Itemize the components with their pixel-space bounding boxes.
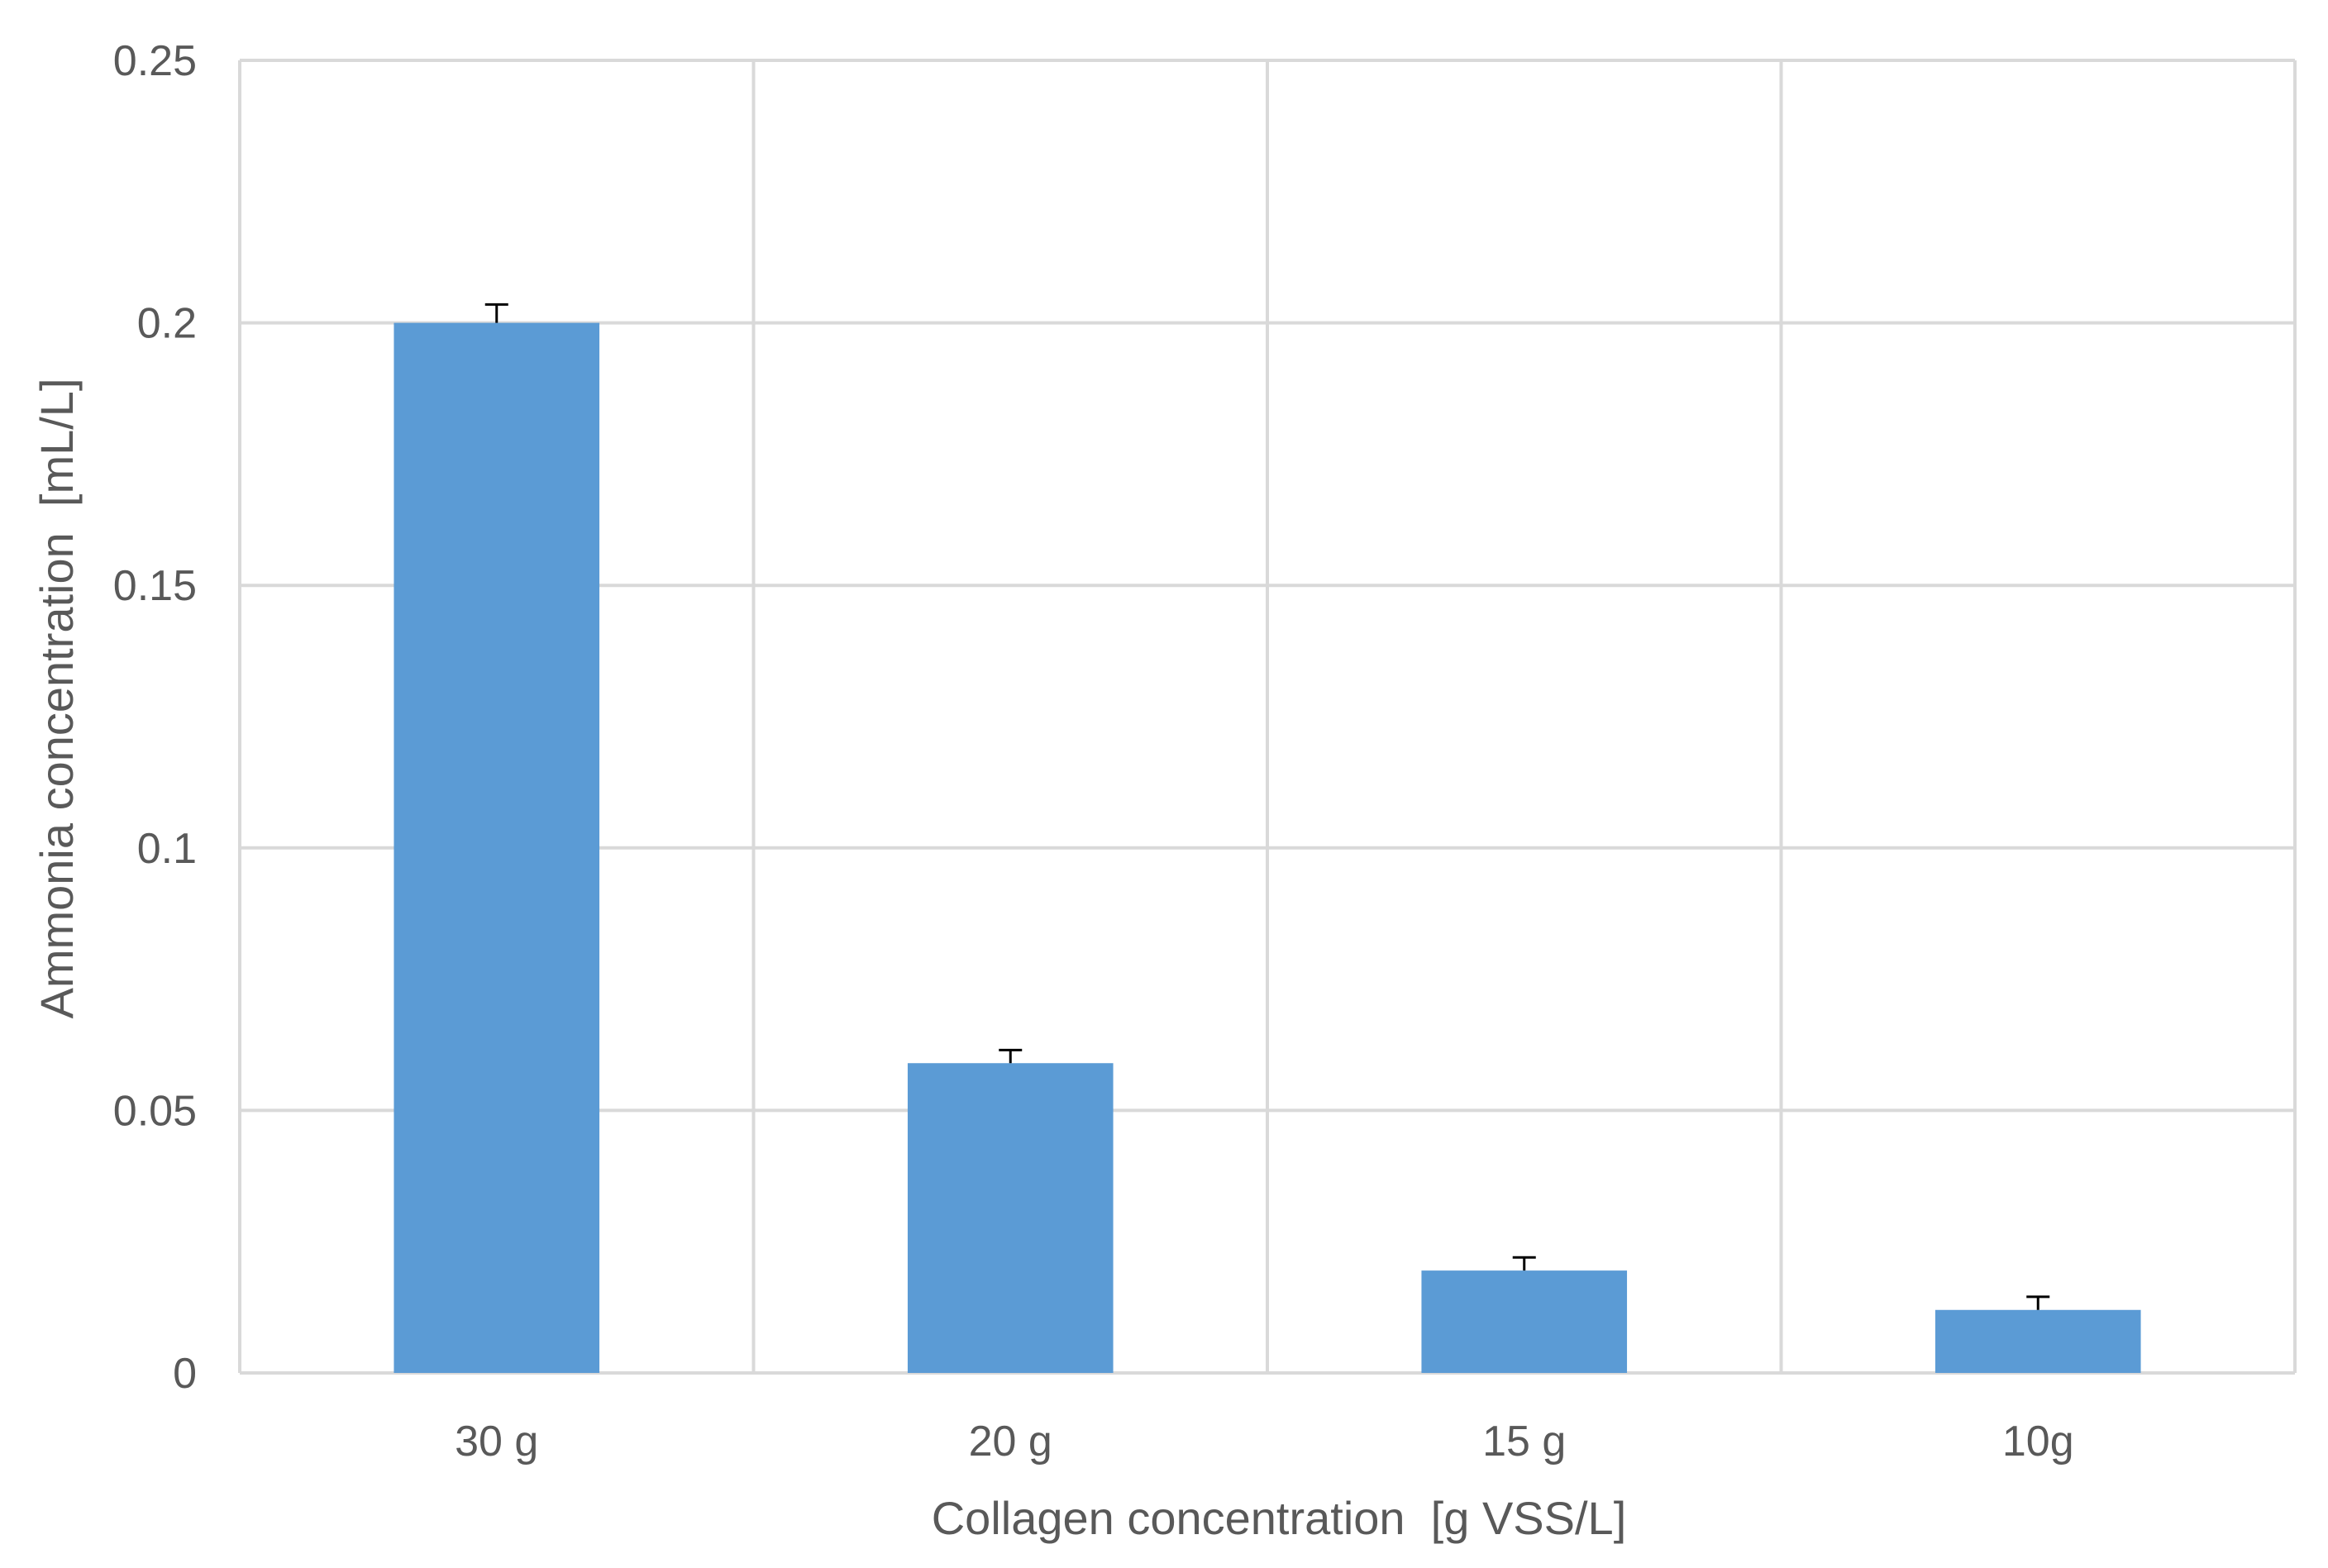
y-tick-label: 0.25 xyxy=(113,37,197,85)
y-tick-label: 0.1 xyxy=(137,825,197,873)
y-axis-title: Ammonia concentration [mL/L] xyxy=(31,378,83,1018)
x-tick-label: 10g xyxy=(2002,1418,2074,1466)
plot-area: 0 0.05 0.1 0.15 0.2 0.25 30 g 20 g 15 g 10g xyxy=(113,37,2297,1466)
error-bars xyxy=(484,303,2050,1310)
y-tick-label: 0 xyxy=(173,1350,197,1398)
bars xyxy=(394,322,2141,1374)
bar xyxy=(394,322,600,1374)
x-tick-label: 15 g xyxy=(1482,1418,1566,1466)
y-tick-label: 0.2 xyxy=(137,300,197,348)
bar xyxy=(907,1063,1114,1373)
y-tick-label: 0.05 xyxy=(113,1087,197,1135)
x-tick-label: 20 g xyxy=(969,1418,1052,1466)
x-axis-ticks: 30 g 20 g 15 g 10g xyxy=(455,1418,2073,1466)
x-axis-title: Collagen concentration [g VSS/L] xyxy=(932,1492,1627,1544)
x-tick-label: 30 g xyxy=(455,1418,538,1466)
bar xyxy=(1934,1309,2141,1373)
y-tick-label: 0.15 xyxy=(113,562,197,610)
bar xyxy=(1421,1270,1628,1373)
y-axis-ticks: 0 0.05 0.1 0.15 0.2 0.25 xyxy=(113,37,197,1398)
